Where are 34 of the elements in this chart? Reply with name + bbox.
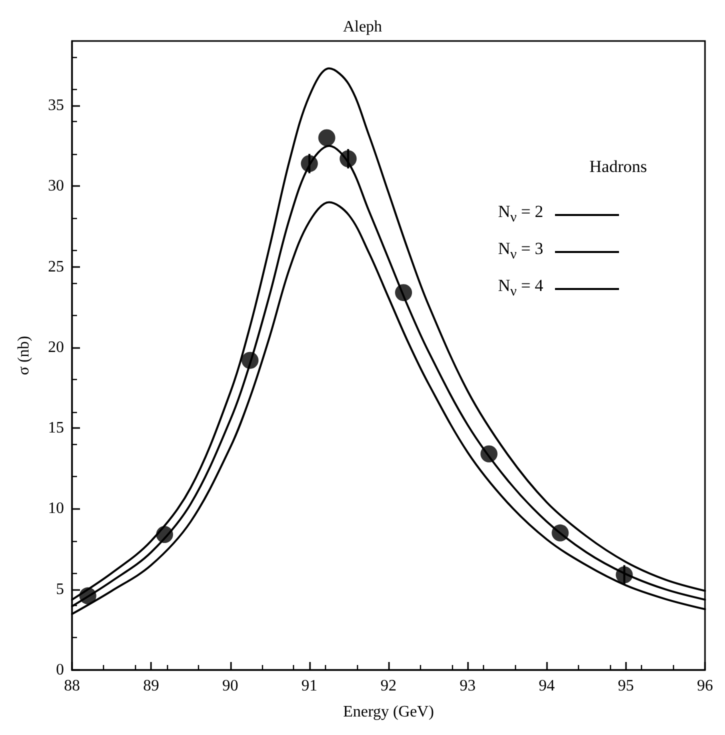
point	[318, 129, 336, 146]
x-tick-label: 94	[538, 678, 555, 694]
point	[395, 284, 412, 302]
y-tick-label: 20	[48, 338, 64, 356]
y-tick-label: 35	[48, 97, 64, 114]
y-tick-label: 15	[48, 420, 64, 437]
legend-label: N$_{ν}$ = 2	[498, 202, 544, 227]
y-tick-label: 10	[48, 500, 64, 518]
y-tick-label: 30	[48, 178, 64, 195]
y-tick-label: 25	[48, 258, 64, 276]
point	[616, 566, 633, 584]
x-tick-label: 92	[380, 678, 396, 694]
point	[79, 587, 96, 604]
point	[340, 150, 357, 168]
x-tick-label: 89	[143, 678, 160, 694]
x-tick-label: 91	[301, 678, 318, 694]
x-tick-label: 95	[618, 678, 634, 694]
point	[242, 352, 259, 369]
legend-label: N$_{ν}$ = 3	[498, 239, 544, 264]
x-tick-label: 96	[697, 678, 713, 694]
point	[480, 445, 498, 462]
y-tick-label: 0	[56, 662, 64, 678]
y-axis-title: σ (nb)	[16, 336, 32, 376]
point	[300, 155, 318, 172]
x-tick-label: 88	[64, 678, 80, 694]
x-axis-title: Energy (GeV)	[343, 704, 434, 720]
y-tick-label: 5	[56, 580, 64, 598]
x-tick-label: 90	[222, 678, 238, 694]
chart-title: Aleph	[342, 18, 382, 36]
point	[156, 526, 174, 544]
annotation: Hadrons	[589, 157, 648, 176]
legend-label: N$_{ν}$ = 4	[498, 276, 544, 301]
x-tick-label: 93	[460, 678, 476, 694]
point	[552, 524, 569, 542]
